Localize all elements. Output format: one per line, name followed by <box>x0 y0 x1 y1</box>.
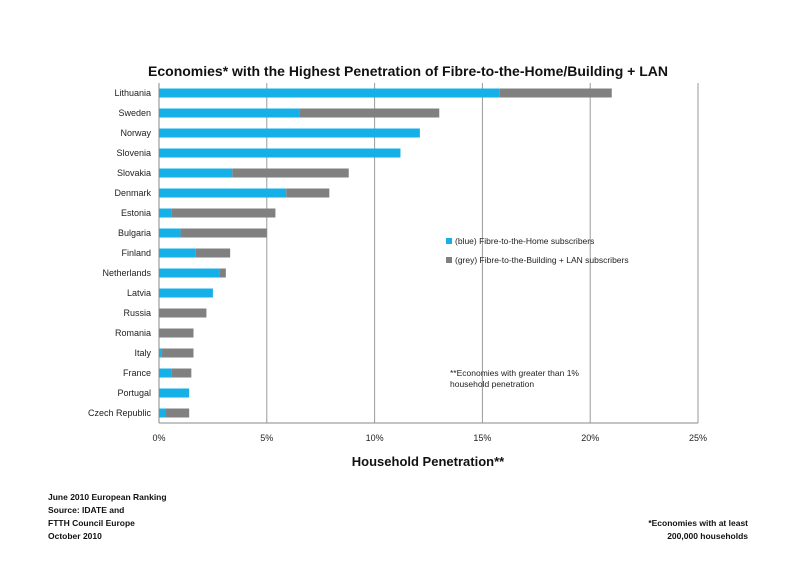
bar-fttb-lan <box>195 248 231 258</box>
annotation-line: household penetration <box>450 379 534 389</box>
footer-right-line: *Economies with at least <box>648 518 748 528</box>
bar-fttb-lan <box>165 408 190 418</box>
category-label: Netherlands <box>102 268 151 278</box>
annotation-line: **Economies with greater than 1% <box>450 368 579 378</box>
bar-ftth <box>159 188 287 198</box>
bar-ftth <box>159 248 196 258</box>
annotation-note: **Economies with greater than 1%househol… <box>450 368 579 389</box>
bar-ftth <box>159 128 420 138</box>
legend: (blue) Fibre-to-the-Home subscribers (gre… <box>446 236 629 265</box>
bar-fttb-lan <box>219 268 226 278</box>
category-label: Slovakia <box>117 168 151 178</box>
footer-left-line: FTTH Council Europe <box>48 518 135 528</box>
category-label: France <box>123 368 151 378</box>
legend-swatch <box>446 257 452 263</box>
bar-ftth <box>159 108 300 118</box>
legend-swatch <box>446 238 452 244</box>
category-label: Italy <box>134 348 151 358</box>
category-label: Latvia <box>127 288 151 298</box>
bar-fttb-lan <box>499 88 612 98</box>
bar-ftth <box>159 388 190 398</box>
footer-left-line: June 2010 European Ranking <box>48 492 167 502</box>
category-label: Denmark <box>114 188 151 198</box>
category-label: Norway <box>120 128 151 138</box>
bar-ftth <box>159 168 233 178</box>
footer-source: June 2010 European Ranking Source: IDATE… <box>48 491 167 543</box>
footer-right-line: 200,000 households <box>667 531 748 541</box>
bar-ftth <box>159 228 181 238</box>
bar-fttb-lan <box>232 168 349 178</box>
footer-left-line: October 2010 <box>48 531 102 541</box>
category-label: Russia <box>123 308 151 318</box>
bar-fttb-lan <box>159 328 194 338</box>
footer-note: *Economies with at least 200,000 househo… <box>648 517 748 543</box>
grid <box>158 83 699 424</box>
legend-entry: (blue) Fibre-to-the-Home subscribers <box>455 236 594 246</box>
bar-fttb-lan <box>171 368 192 378</box>
x-tick-label: 25% <box>689 433 707 443</box>
category-label: Lithuania <box>114 88 151 98</box>
x-tick-label: 10% <box>366 433 384 443</box>
bar-fttb-lan <box>159 308 207 318</box>
x-tick-label: 0% <box>152 433 165 443</box>
bar-ftth <box>159 348 162 358</box>
chart-title: Economies* with the Highest Penetration … <box>148 63 668 79</box>
category-label: Czech Republic <box>88 408 152 418</box>
bar-ftth <box>159 268 220 278</box>
bar-ftth <box>159 408 166 418</box>
bar-ftth <box>159 148 401 158</box>
bar-ftth <box>159 208 172 218</box>
category-label: Bulgaria <box>118 228 151 238</box>
category-label: Slovenia <box>116 148 151 158</box>
bar-fttb-lan <box>286 188 330 198</box>
bars <box>159 88 612 418</box>
x-axis-label: Household Penetration** <box>352 454 505 469</box>
category-label: Estonia <box>121 208 151 218</box>
x-tick-label: 15% <box>473 433 491 443</box>
legend-entry: (grey) Fibre-to-the-Building + LAN subsc… <box>455 255 629 265</box>
category-label: Portugal <box>117 388 151 398</box>
x-tick-label: 5% <box>260 433 273 443</box>
bar-ftth <box>159 88 500 98</box>
x-tick-label: 20% <box>581 433 599 443</box>
category-label: Finland <box>121 248 151 258</box>
bar-ftth <box>159 368 172 378</box>
bar-fttb-lan <box>171 208 276 218</box>
bar-fttb-lan <box>299 108 440 118</box>
bar-ftth <box>159 288 213 298</box>
x-tick-labels: 0% 5% 10% 15% 20% 25% <box>152 433 707 443</box>
footer-left-line: Source: IDATE and <box>48 505 125 515</box>
category-label: Sweden <box>118 108 151 118</box>
bar-fttb-lan <box>180 228 267 238</box>
bar-fttb-lan <box>161 348 194 358</box>
category-labels: Lithuania Sweden Norway Slovenia Slovakia Den… <box>88 88 152 418</box>
category-label: Romania <box>115 328 151 338</box>
